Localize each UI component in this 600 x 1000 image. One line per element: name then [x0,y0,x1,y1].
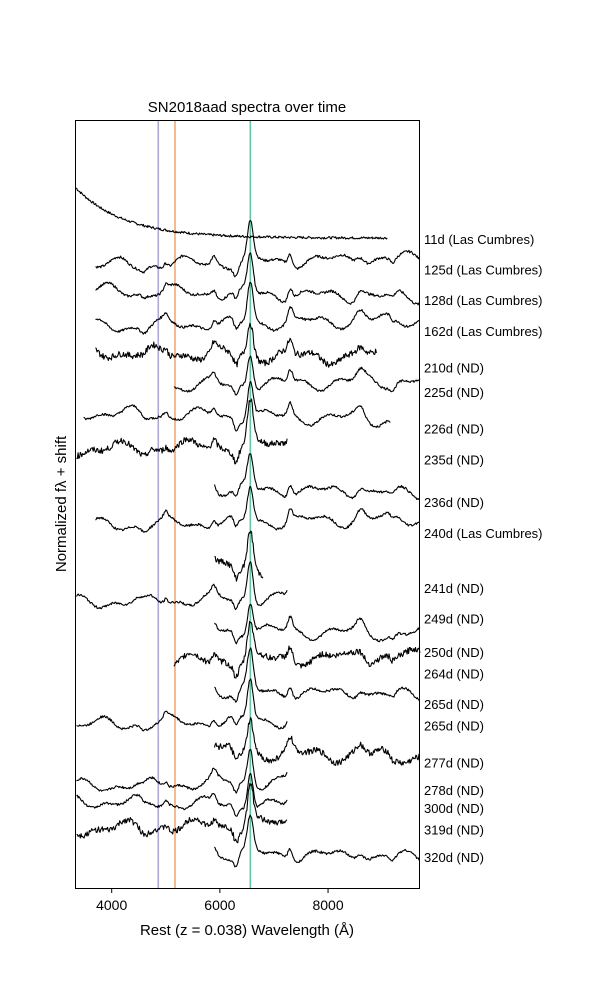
spectrum-20 [76,782,288,844]
spectrum-10 [95,485,420,533]
spectrum-13 [214,603,421,645]
spectrum-label-12: 249d (ND) [424,611,484,626]
spectrum-14 [173,620,421,679]
spectrum-label-8: 235d (ND) [424,452,484,467]
spectrum-label-11: 241d (ND) [424,581,484,596]
spectrum-17 [213,717,421,766]
spectrum-label-7: 226d (ND) [424,422,484,437]
reference-lines [157,121,252,888]
spectrum-1 [75,187,388,240]
spectrum-label-21: 320d (ND) [424,850,484,865]
spectrum-label-5: 210d (ND) [424,361,484,376]
spectrum-label-20: 319d (ND) [424,823,484,838]
spectrum-label-10: 240d (Las Cumbres) [424,526,543,541]
spectrum-3 [95,252,420,306]
spectrum-7 [83,380,391,432]
plot-frame [75,120,420,889]
x-tick-label-4000: 4000 [96,897,127,913]
spectrum-6 [173,355,421,396]
spectrum-label-13: 250d (ND) [424,645,484,660]
spectrum-label-15: 265d (ND) [424,697,484,712]
spectrum-11 [214,530,264,582]
spectrum-label-1: 11d (Las Cumbres) [424,232,534,247]
spectrum-15 [214,647,421,703]
spectrum-label-19: 300d (ND) [424,801,484,816]
x-axis-label: Rest (z = 0.038) Wavelength (Å) [140,922,354,939]
x-axis-ticks: 4000 6000 8000 [96,888,344,913]
spectrum-label-18: 278d (ND) [424,783,484,798]
x-tick-label-6000: 6000 [204,897,235,913]
spectrum-12 [76,561,288,611]
spectrum-9 [213,453,420,501]
spectra-series [75,187,421,868]
spectrum-label-2: 125d (Las Cumbres) [424,263,543,278]
spectrum-label-17: 277d (ND) [424,755,484,770]
spectrum-18 [76,748,288,794]
spectrum-label-14: 264d (ND) [424,667,484,682]
spectrum-5 [95,322,377,368]
spectrum-16 [76,678,288,732]
spectrum-21 [214,814,421,868]
spectrum-label-6: 225d (ND) [424,385,484,400]
spectrum-4 [95,281,420,335]
y-axis-label: Normalized fλ + shift [53,435,70,572]
spectrum-label-16: 265d (ND) [424,719,484,734]
spectrum-19 [76,772,288,817]
spectrum-labels: 11d (Las Cumbres) 125d (Las Cumbres) 128d … [424,232,543,865]
spectrum-label-4: 162d (Las Cumbres) [424,324,543,339]
chart-title: SN2018aad spectra over time [148,99,346,116]
spectrum-2 [95,220,421,278]
spectrum-8 [76,398,288,465]
x-tick-label-8000: 8000 [312,897,343,913]
spectrum-label-3: 128d (Las Cumbres) [424,293,543,308]
spectrum-label-9: 236d (ND) [424,495,484,510]
